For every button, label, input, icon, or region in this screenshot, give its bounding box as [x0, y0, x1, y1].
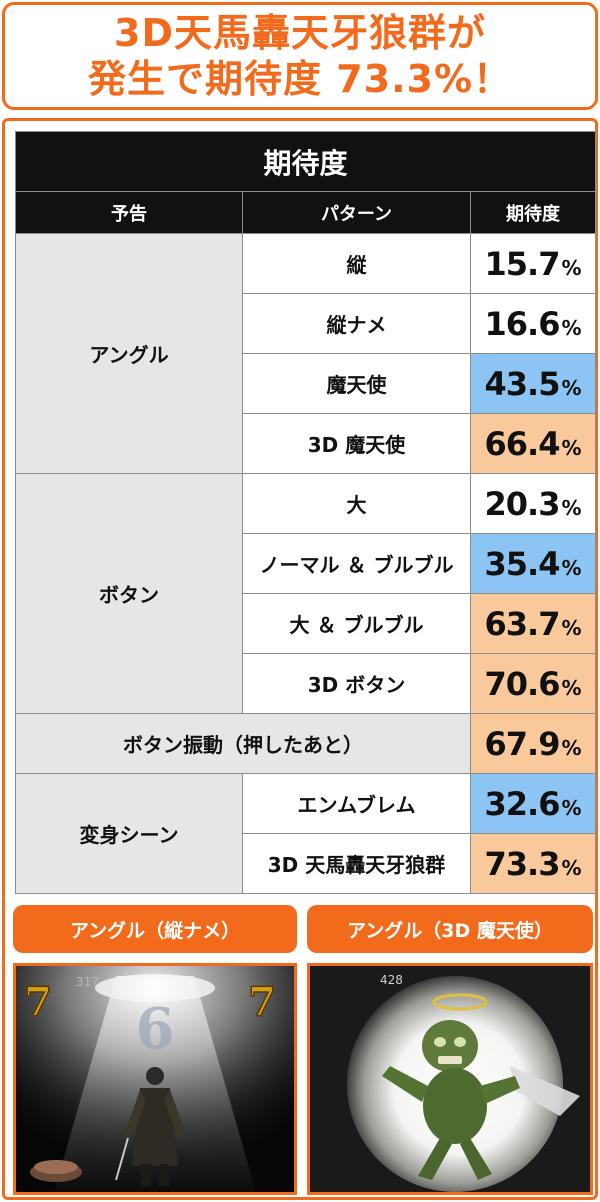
pattern-cell: ノーマル ＆ ブルブル	[242, 533, 471, 594]
value-cell: 63.7%	[469, 593, 597, 654]
value-cell: 32.6%	[469, 773, 597, 834]
value-cell: 66.4%	[469, 413, 597, 474]
angel-scene-image: 428	[310, 966, 590, 1192]
character-figure	[115, 1067, 186, 1186]
table-row: 3D 魔天使 66.4%	[16, 413, 597, 474]
headline-banner: 3D天馬轟天牙狼群が 発生で期待度 73.3%！	[2, 2, 598, 110]
value-cell: 70.6%	[469, 653, 597, 714]
table-row: 3D ボタン 70.6%	[16, 653, 597, 714]
value-cell: 16.6%	[469, 293, 597, 354]
reel-right: 7	[248, 979, 276, 1026]
table-row: 大 ＆ ブルブル 63.7%	[16, 593, 597, 654]
screenshot-angle-3d-angel: 428	[307, 963, 593, 1195]
expectation-table: 期待度 予告 パターン 期待度 アングル 縦 15.7% 縦ナメ 16.6% 魔…	[14, 131, 597, 894]
column-header-notice: 予告	[15, 191, 243, 234]
value-cell: 73.3%	[469, 833, 597, 894]
headline-line-2: 発生で期待度 73.3%！	[87, 57, 513, 101]
value-cell: 43.5%	[469, 353, 597, 414]
table-title: 期待度	[14, 131, 597, 192]
pattern-cell: 大 ＆ ブルブル	[242, 593, 471, 654]
pattern-cell: 魔天使	[242, 353, 471, 414]
headline-line-1: 3D天馬轟天牙狼群が	[114, 11, 486, 55]
pattern-cell: 3D 天馬轟天牙狼群	[242, 833, 471, 894]
table-row: 縦ナメ 16.6%	[16, 293, 597, 354]
caption-angle-vertical-name: アングル（縦ナメ）	[13, 905, 297, 953]
value-cell: 15.7%	[469, 233, 597, 294]
pattern-cell: 3D ボタン	[242, 653, 471, 714]
value-cell: 20.3%	[469, 473, 597, 534]
pattern-cell: 縦	[242, 233, 471, 294]
slot-scene-image: 6 317 7 7	[16, 966, 294, 1192]
category-button: ボタン	[15, 473, 243, 714]
center-number: 6	[136, 996, 175, 1062]
category-button-vibration: ボタン振動（押したあと）	[15, 713, 471, 774]
caption-angle-3d-angel: アングル（3D 魔天使）	[307, 905, 593, 953]
table-row: 変身シーン エンムブレム 32.6%	[15, 773, 597, 894]
table-row: アングル 縦 15.7%	[15, 233, 597, 474]
counter-text: 317	[76, 975, 99, 989]
table-row: ボタン 大 20.3%	[15, 473, 597, 714]
value-cell: 67.9%	[469, 713, 597, 774]
counter-text: 428	[380, 973, 403, 987]
pattern-cell: 大	[242, 473, 471, 534]
category-angle: アングル	[15, 233, 243, 474]
table-row: 3D 天馬轟天牙狼群 73.3%	[16, 833, 597, 894]
screenshot-angle-vertical-name: 6 317 7 7	[13, 963, 297, 1195]
reel-left: 7	[24, 979, 52, 1026]
pattern-cell: エンムブレム	[242, 773, 471, 834]
category-transform-scene: 変身シーン	[15, 773, 243, 894]
pattern-cell: 3D 魔天使	[242, 413, 471, 474]
table-row: ノーマル ＆ ブルブル 35.4%	[16, 533, 597, 594]
pattern-cell: 縦ナメ	[242, 293, 471, 354]
value-cell: 35.4%	[469, 533, 597, 594]
column-header-expectation: 期待度	[469, 191, 597, 234]
halo-icon	[432, 993, 488, 1011]
angel-figure	[382, 1020, 580, 1180]
column-header-pattern: パターン	[242, 191, 471, 234]
table-row: ボタン振動（押したあと） 67.9%	[15, 713, 597, 774]
table-row: 魔天使 43.5%	[16, 353, 597, 414]
expectation-panel: 期待度 予告 パターン 期待度 アングル 縦 15.7% 縦ナメ 16.6% 魔…	[2, 118, 598, 1200]
